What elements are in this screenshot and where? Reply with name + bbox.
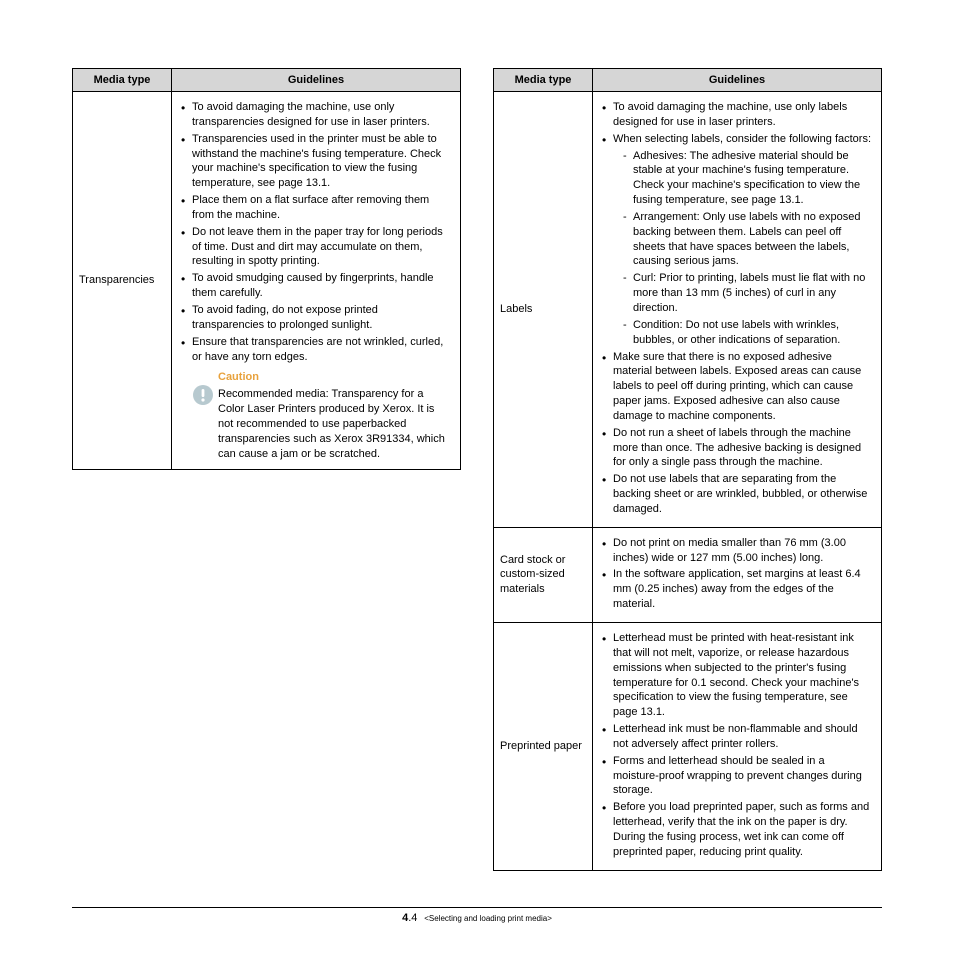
media-type-cell: Labels — [494, 92, 593, 528]
media-type-cell: Preprinted paper — [494, 623, 593, 871]
table-row: Transparencies To avoid damaging the mac… — [73, 92, 461, 470]
left-media-table: Media type Guidelines Transparencies To … — [72, 68, 461, 470]
sub-list: Adhesives: The adhesive material should … — [613, 149, 873, 348]
list-item: When selecting labels, consider the foll… — [601, 132, 873, 348]
col-header-media-type: Media type — [494, 69, 593, 92]
list-item: To avoid smudging caused by fingerprints… — [180, 271, 452, 301]
col-header-guidelines: Guidelines — [172, 69, 461, 92]
col-header-media-type: Media type — [73, 69, 172, 92]
list-item: Ensure that transparencies are not wrink… — [180, 335, 452, 365]
list-item: Place them on a flat surface after remov… — [180, 193, 452, 223]
caution-icon — [192, 370, 218, 461]
list-item: Transparencies used in the printer must … — [180, 132, 452, 191]
guidelines-cell: To avoid damaging the machine, use only … — [593, 92, 882, 528]
guidelines-cell: Letterhead must be printed with heat-res… — [593, 623, 882, 871]
bullet-list: Letterhead must be printed with heat-res… — [601, 631, 873, 860]
table-row: Labels To avoid damaging the machine, us… — [494, 92, 882, 528]
page-footer: 4.4 <Selecting and loading print media> — [72, 907, 882, 924]
caution-block: Caution Recommended media: Transparency … — [180, 370, 452, 461]
list-item: In the software application, set margins… — [601, 567, 873, 612]
media-type-cell: Card stock or custom-sized materials — [494, 527, 593, 622]
list-item: Do not use labels that are separating fr… — [601, 472, 873, 517]
list-item: Letterhead must be printed with heat-res… — [601, 631, 873, 720]
sub-list-item: Condition: Do not use labels with wrinkl… — [623, 318, 873, 348]
manual-page: Media type Guidelines Transparencies To … — [0, 0, 954, 954]
list-item: To avoid damaging the machine, use only … — [180, 100, 452, 130]
table-row: Card stock or custom-sized materials Do … — [494, 527, 882, 622]
list-item: Do not print on media smaller than 76 mm… — [601, 536, 873, 566]
right-media-table: Media type Guidelines Labels To avoid da… — [493, 68, 882, 871]
media-type-cell: Transparencies — [73, 92, 172, 470]
guidelines-cell: Do not print on media smaller than 76 mm… — [593, 527, 882, 622]
bullet-list: To avoid damaging the machine, use only … — [180, 100, 452, 364]
list-item: Do not run a sheet of labels through the… — [601, 426, 873, 471]
list-item: To avoid damaging the machine, use only … — [601, 100, 873, 130]
list-item: Before you load preprinted paper, such a… — [601, 800, 873, 859]
right-column: Media type Guidelines Labels To avoid da… — [493, 68, 882, 871]
list-item: Forms and letterhead should be sealed in… — [601, 754, 873, 799]
col-header-guidelines: Guidelines — [593, 69, 882, 92]
section-title: <Selecting and loading print media> — [424, 914, 552, 923]
caution-text: Caution Recommended media: Transparency … — [218, 370, 452, 461]
list-item: Make sure that there is no exposed adhes… — [601, 350, 873, 424]
page-suffix: .4 — [408, 912, 417, 924]
list-item: Letterhead ink must be non-flammable and… — [601, 722, 873, 752]
page-number: 4.4 — [402, 912, 417, 924]
table-row: Preprinted paper Letterhead must be prin… — [494, 623, 882, 871]
sub-list-item: Arrangement: Only use labels with no exp… — [623, 210, 873, 269]
list-item-text: When selecting labels, consider the foll… — [613, 133, 871, 145]
list-item: Do not leave them in the paper tray for … — [180, 225, 452, 270]
caution-body: Recommended media: Transparency for a Co… — [218, 387, 452, 461]
list-item: To avoid fading, do not expose printed t… — [180, 303, 452, 333]
sub-list-item: Adhesives: The adhesive material should … — [623, 149, 873, 208]
guidelines-cell: To avoid damaging the machine, use only … — [172, 92, 461, 470]
bullet-list: To avoid damaging the machine, use only … — [601, 100, 873, 517]
sub-list-item: Curl: Prior to printing, labels must lie… — [623, 271, 873, 316]
caution-title: Caution — [218, 370, 452, 385]
bullet-list: Do not print on media smaller than 76 mm… — [601, 536, 873, 612]
two-column-layout: Media type Guidelines Transparencies To … — [72, 68, 882, 871]
left-column: Media type Guidelines Transparencies To … — [72, 68, 461, 871]
